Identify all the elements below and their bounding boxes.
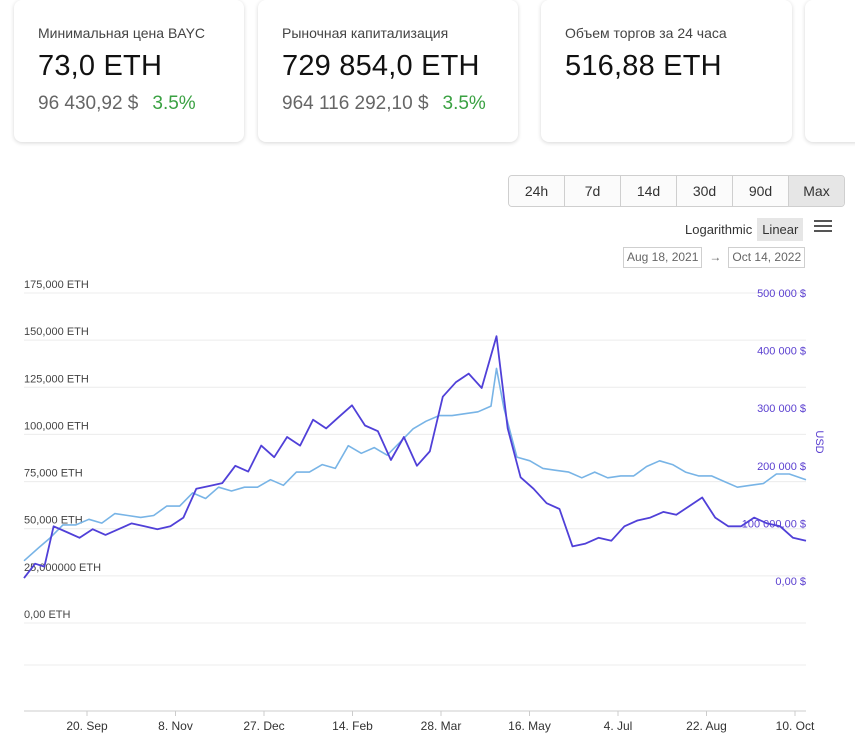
market-cap-change: 3.5% (442, 93, 486, 114)
range-button-14d[interactable]: 14d (621, 176, 677, 206)
x-tick-label: 27. Dec (243, 719, 284, 733)
range-button-30d[interactable]: 30d (677, 176, 733, 206)
hamburger-menu-icon[interactable] (814, 220, 832, 234)
scale-linear-button[interactable]: Linear (757, 217, 804, 241)
left-axis: 0,00 ETH 25,000000 ETH 50,000 ETH 75,000 ET… (24, 279, 101, 621)
next-card-partial (805, 0, 855, 142)
x-tick-label: 20. Sep (66, 719, 108, 733)
volume-card: Объем торгов за 24 часа 516,88 ETH (541, 0, 792, 142)
left-tick-label: 150,000 ETH (24, 326, 89, 338)
volume-label: Объем торгов за 24 часа (565, 25, 727, 41)
eth-series-line (23, 367, 807, 562)
range-button-90d[interactable]: 90d (733, 176, 789, 206)
scale-toggle: Logarithmic Linear (680, 216, 804, 242)
x-tick-label: 4. Jul (604, 719, 633, 733)
x-tick-label: 16. May (508, 719, 551, 733)
date-from-input[interactable]: Aug 18, 2021 (623, 246, 703, 268)
left-tick-label: 50,000 ETH (24, 515, 83, 527)
left-tick-label: 25,000000 ETH (24, 562, 101, 574)
left-tick-label: 175,000 ETH (24, 279, 89, 291)
x-tick-label: 8. Nov (158, 719, 193, 733)
date-to-input[interactable]: Oct 14, 2022 (728, 246, 806, 268)
left-tick-label: 0,00 ETH (24, 609, 71, 621)
date-arrow: → (709, 250, 722, 264)
x-tick-label: 14. Feb (332, 719, 373, 733)
range-button-24h[interactable]: 24h (509, 176, 565, 206)
market-cap-usd: 964 116 292,10 $ (282, 93, 429, 114)
usd-series-line (23, 335, 807, 579)
scale-logarithmic-button[interactable]: Logarithmic (685, 221, 753, 237)
right-tick-label: 300 000 $ (757, 403, 806, 415)
floor-price-usd-row: 96 430,92 $ 3.5% (38, 92, 220, 116)
range-button-7d[interactable]: 7d (565, 176, 621, 206)
x-tick-label: 28. Mar (421, 719, 462, 733)
date-range: Aug 18, 2021 → Oct 14, 2022 (623, 246, 806, 268)
chart-grid (24, 292, 806, 666)
left-tick-label: 125,000 ETH (24, 373, 89, 385)
x-axis: 20. Sep 8. Nov 27. Dec 14. Feb 28. Mar 16. Ma… (66, 711, 815, 733)
floor-price-usd: 96 430,92 $ (38, 93, 139, 114)
market-cap-value: 729 854,0 ETH (282, 50, 480, 82)
right-tick-label: 500 000 $ (757, 288, 806, 300)
price-chart: 0,00 ETH 25,000000 ETH 50,000 ETH 75,000 ET… (23, 279, 825, 733)
range-button-max[interactable]: Max (789, 176, 844, 206)
left-tick-label: 100,000 ETH (24, 420, 89, 432)
right-axis: 0,00 $100 000,00 $200 000 $300 000 $400 … (742, 288, 806, 588)
x-tick-label: 10. Oct (776, 719, 815, 733)
chart-series (23, 335, 807, 579)
right-tick-label: 200 000 $ (757, 461, 806, 473)
floor-price-value: 73,0 ETH (38, 50, 163, 82)
market-cap-usd-row: 964 116 292,10 $ 3.5% (282, 92, 494, 116)
floor-price-label: Минимальная цена BAYC (38, 25, 206, 41)
market-cap-card: Рыночная капитализация 729 854,0 ETH 964… (258, 0, 518, 142)
floor-price-card: Минимальная цена BAYC 73,0 ETH 96 430,92… (14, 0, 244, 142)
right-tick-label: 0,00 $ (775, 576, 806, 588)
right-tick-label: 400 000 $ (757, 346, 806, 358)
x-tick-label: 22. Aug (686, 719, 727, 733)
volume-value: 516,88 ETH (565, 50, 722, 82)
floor-price-change: 3.5% (152, 93, 196, 114)
left-tick-label: 75,000 ETH (24, 468, 83, 480)
right-axis-title: USD (813, 430, 825, 453)
time-range-selector: 24h 7d 14d 30d 90d Max (508, 175, 845, 207)
market-cap-label: Рыночная капитализация (282, 25, 449, 41)
